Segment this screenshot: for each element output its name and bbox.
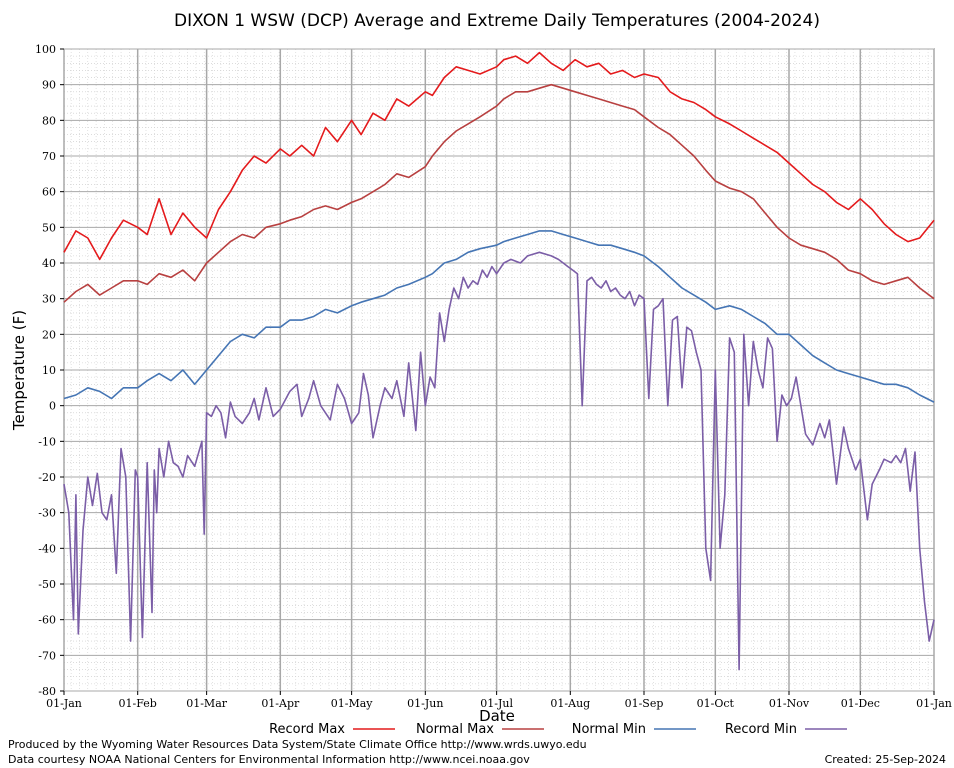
x-tick-label: 01-May: [331, 697, 374, 710]
x-tick-label: 01-Apr: [261, 697, 300, 710]
y-tick-label: -30: [38, 507, 56, 520]
y-tick-label: -70: [38, 649, 56, 662]
x-axis: 01-Jan 01-Feb 01-Mar 01-Apr 01-May 01-Jun 01-J…: [46, 691, 952, 710]
y-tick-label: 50: [42, 221, 56, 234]
grid: [63, 48, 935, 692]
y-tick-label: 90: [42, 79, 56, 92]
y-tick-label: 100: [35, 43, 56, 56]
series-line-normal-min: [63, 230, 935, 403]
series-layer: [63, 51, 935, 671]
series-line-record-min: [63, 251, 935, 671]
y-tick-label: -50: [38, 578, 56, 591]
y-tick-label: 60: [42, 186, 56, 199]
legend-label-record-max: Record Max: [269, 722, 345, 737]
x-tick-label: 01-Feb: [119, 697, 157, 710]
footer-created-date: Created: 25-Sep-2024: [825, 753, 946, 766]
x-tick-label: 01-Mar: [186, 697, 228, 710]
x-tick-label: 01-Sep: [625, 697, 664, 710]
series-line-record-max: [63, 51, 935, 261]
x-tick-label: 01-Oct: [697, 697, 735, 710]
y-axis-label: Temperature (F): [10, 310, 28, 431]
legend-label-normal-max: Normal Max: [416, 722, 494, 737]
y-axis: 1009080706050403020100-10-20-30-40-50-60…: [35, 43, 64, 698]
x-tick-label: 01-Aug: [550, 697, 590, 710]
y-tick-label: 0: [49, 400, 56, 413]
x-axis-label: Date: [479, 707, 515, 725]
legend: Record Max Normal Max Normal Min Record Min: [269, 722, 847, 737]
footer-data-source: Data courtesy NOAA National Centers for …: [8, 753, 530, 766]
chart-title: DIXON 1 WSW (DCP) Average and Extreme Da…: [174, 11, 820, 31]
x-tick-label: 01-Nov: [769, 697, 810, 710]
y-tick-label: 40: [42, 257, 56, 270]
legend-label-record-min: Record Min: [725, 722, 797, 737]
y-tick-label: -20: [38, 471, 56, 484]
y-tick-label: -80: [38, 685, 56, 698]
y-tick-label: -10: [38, 435, 56, 448]
series-line-normal-max: [63, 83, 935, 303]
y-tick-label: 80: [42, 114, 56, 127]
x-tick-label: 01-Jun: [407, 697, 443, 710]
x-tick-label: 01-Jul: [480, 697, 513, 710]
y-tick-label: -40: [38, 542, 56, 555]
y-tick-label: 30: [42, 293, 56, 306]
x-tick-label: 01-Jan: [916, 697, 952, 710]
y-tick-label: 70: [42, 150, 56, 163]
legend-label-normal-min: Normal Min: [572, 722, 646, 737]
footer-producer: Produced by the Wyoming Water Resources …: [8, 738, 587, 751]
x-tick-label: 01-Jan: [46, 697, 82, 710]
y-tick-label: 20: [42, 328, 56, 341]
y-tick-label: -60: [38, 614, 56, 627]
x-tick-label: 01-Dec: [841, 697, 880, 710]
y-tick-label: 10: [42, 364, 56, 377]
